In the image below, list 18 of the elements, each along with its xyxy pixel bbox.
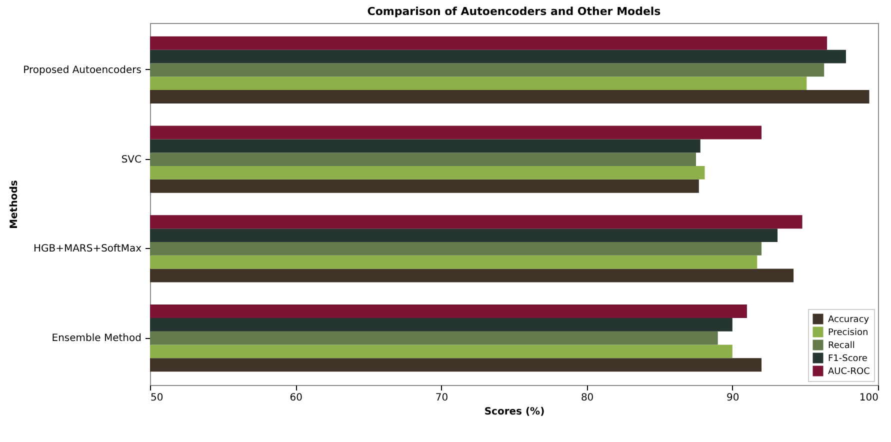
chart-title: Comparison of Autoencoders and Other Models — [367, 5, 662, 18]
x-tick-label: 100 — [859, 392, 878, 404]
legend-label: F1-Score — [828, 354, 868, 364]
y-tick-label: HGB+MARS+SoftMax — [33, 244, 142, 255]
x-tick-label: 90 — [726, 392, 740, 404]
legend-label: Accuracy — [828, 315, 870, 325]
x-axis-title: Scores (%) — [484, 406, 545, 418]
x-tick-label: 80 — [580, 392, 594, 404]
legend-label: Precision — [828, 328, 868, 338]
legend-label: Recall — [828, 341, 855, 351]
legend-label: AUC-ROC — [828, 367, 870, 377]
y-axis-title: Methods — [9, 180, 20, 229]
y-tick-label: Ensemble Method — [52, 333, 142, 344]
y-tick-label: SVC — [121, 154, 142, 166]
x-tick-label: 70 — [435, 392, 448, 404]
y-tick-label: Proposed Autoencoders — [23, 64, 142, 76]
x-tick-label: 60 — [290, 392, 302, 404]
x-tick-label: 50 — [150, 392, 164, 404]
